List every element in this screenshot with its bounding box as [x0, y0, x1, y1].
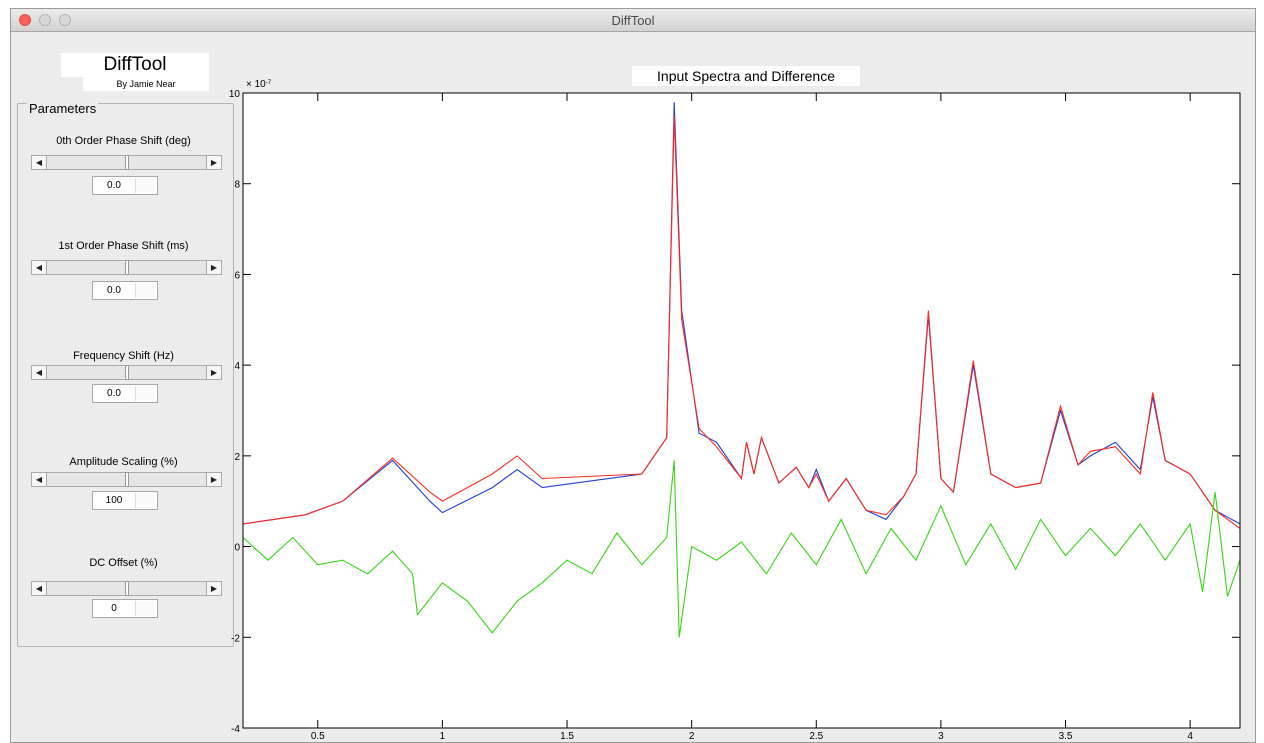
y-tick-label: 4 [234, 361, 240, 372]
stepper-icon[interactable] [135, 178, 154, 193]
x-tick-label: 2 [689, 731, 695, 741]
slider-thumb[interactable] [124, 260, 129, 275]
x-tick-label: 1 [440, 731, 446, 741]
zoom-button[interactable] [59, 14, 71, 26]
x-tick-label: 3 [938, 731, 944, 741]
x-tick-label: 2.5 [809, 731, 823, 741]
x-tick-label: 4 [1187, 731, 1193, 741]
app-byline: By Jamie Near [83, 77, 209, 91]
frequency-shift-value: 0.0 [107, 388, 121, 399]
parameters-title: Parameters [27, 101, 99, 116]
window-title: DiffTool [611, 13, 655, 28]
main-window: DiffTool DiffTool By Jamie Near Paramete… [10, 8, 1256, 743]
tick-layer: 0.5 1 1.5 2 2.5 3 3.5 4 -4 -2 0 2 4 6 8 10 [229, 89, 1240, 741]
phase0-value-field[interactable]: 0.0 [92, 176, 158, 195]
stepper-icon[interactable] [135, 493, 154, 508]
slider-thumb[interactable] [124, 365, 129, 380]
slider-left-arrow-icon[interactable]: ◀ [32, 261, 47, 274]
slider-right-arrow-icon[interactable]: ▶ [206, 261, 221, 274]
slider-left-arrow-icon[interactable]: ◀ [32, 156, 47, 169]
trace-layer [243, 102, 1240, 638]
parameters-panel [17, 103, 234, 647]
x-tick-label: 1.5 [560, 731, 574, 741]
slider-right-arrow-icon[interactable]: ▶ [206, 582, 221, 595]
frequency-shift-slider[interactable]: ◀ ▶ [31, 365, 222, 380]
dc-offset-label: DC Offset (%) [89, 557, 158, 569]
stepper-icon[interactable] [135, 386, 154, 401]
slider-right-arrow-icon[interactable]: ▶ [206, 366, 221, 379]
phase1-value-field[interactable]: 0.0 [92, 281, 158, 300]
y-tick-label: 8 [234, 180, 240, 191]
app-title: DiffTool [61, 53, 209, 77]
slider-thumb[interactable] [124, 472, 129, 487]
frequency-shift-label: Frequency Shift (Hz) [73, 350, 174, 362]
y-tick-label: -2 [231, 633, 240, 644]
plot-title: Input Spectra and Difference [632, 66, 860, 86]
series-line-1 [243, 115, 1240, 529]
y-tick-label: 0 [234, 543, 240, 554]
amplitude-scaling-value-field[interactable]: 100 [92, 491, 158, 510]
phase1-slider[interactable]: ◀ ▶ [31, 260, 222, 275]
slider-left-arrow-icon[interactable]: ◀ [32, 366, 47, 379]
y-exponent-base: × 10 [246, 79, 266, 90]
y-tick-label: -4 [231, 724, 240, 735]
slider-right-arrow-icon[interactable]: ▶ [206, 473, 221, 486]
phase1-label: 1st Order Phase Shift (ms) [58, 240, 189, 252]
slider-right-arrow-icon[interactable]: ▶ [206, 156, 221, 169]
spectra-chart: 0.5 1 1.5 2 2.5 3 3.5 4 -4 -2 0 2 4 6 8 10 × 10-7 [229, 79, 1241, 741]
y-tick-label: 10 [229, 89, 241, 100]
close-button[interactable] [19, 14, 31, 26]
dc-offset-slider[interactable]: ◀ ▶ [31, 581, 222, 596]
slider-left-arrow-icon[interactable]: ◀ [32, 582, 47, 595]
minimize-button[interactable] [39, 14, 51, 26]
dc-offset-value: 0 [111, 603, 117, 614]
dc-offset-value-field[interactable]: 0 [92, 599, 158, 618]
stepper-icon[interactable] [135, 601, 154, 616]
y-tick-label: 6 [234, 270, 240, 281]
slider-left-arrow-icon[interactable]: ◀ [32, 473, 47, 486]
phase0-label: 0th Order Phase Shift (deg) [56, 135, 191, 147]
x-tick-label: 0.5 [311, 731, 325, 741]
series-line-0 [243, 102, 1240, 525]
y-tick-label: 2 [234, 452, 240, 463]
slider-thumb[interactable] [124, 581, 129, 596]
stepper-icon[interactable] [135, 283, 154, 298]
plot-frame [242, 92, 1241, 729]
title-bar[interactable]: DiffTool [11, 9, 1255, 32]
amplitude-scaling-value: 100 [105, 495, 123, 506]
phase0-slider[interactable]: ◀ ▶ [31, 155, 222, 170]
plot-area [243, 93, 1240, 728]
amplitude-scaling-slider[interactable]: ◀ ▶ [31, 472, 222, 487]
frequency-shift-value-field[interactable]: 0.0 [92, 384, 158, 403]
series-line-2 [243, 460, 1240, 638]
phase1-value: 0.0 [107, 285, 121, 296]
y-exponent-value: -7 [266, 80, 272, 86]
phase0-value: 0.0 [107, 180, 121, 191]
x-tick-label: 3.5 [1059, 731, 1073, 741]
amplitude-scaling-label: Amplitude Scaling (%) [69, 456, 178, 468]
slider-thumb[interactable] [124, 155, 129, 170]
y-exponent-label: × 10-7 [246, 79, 272, 90]
